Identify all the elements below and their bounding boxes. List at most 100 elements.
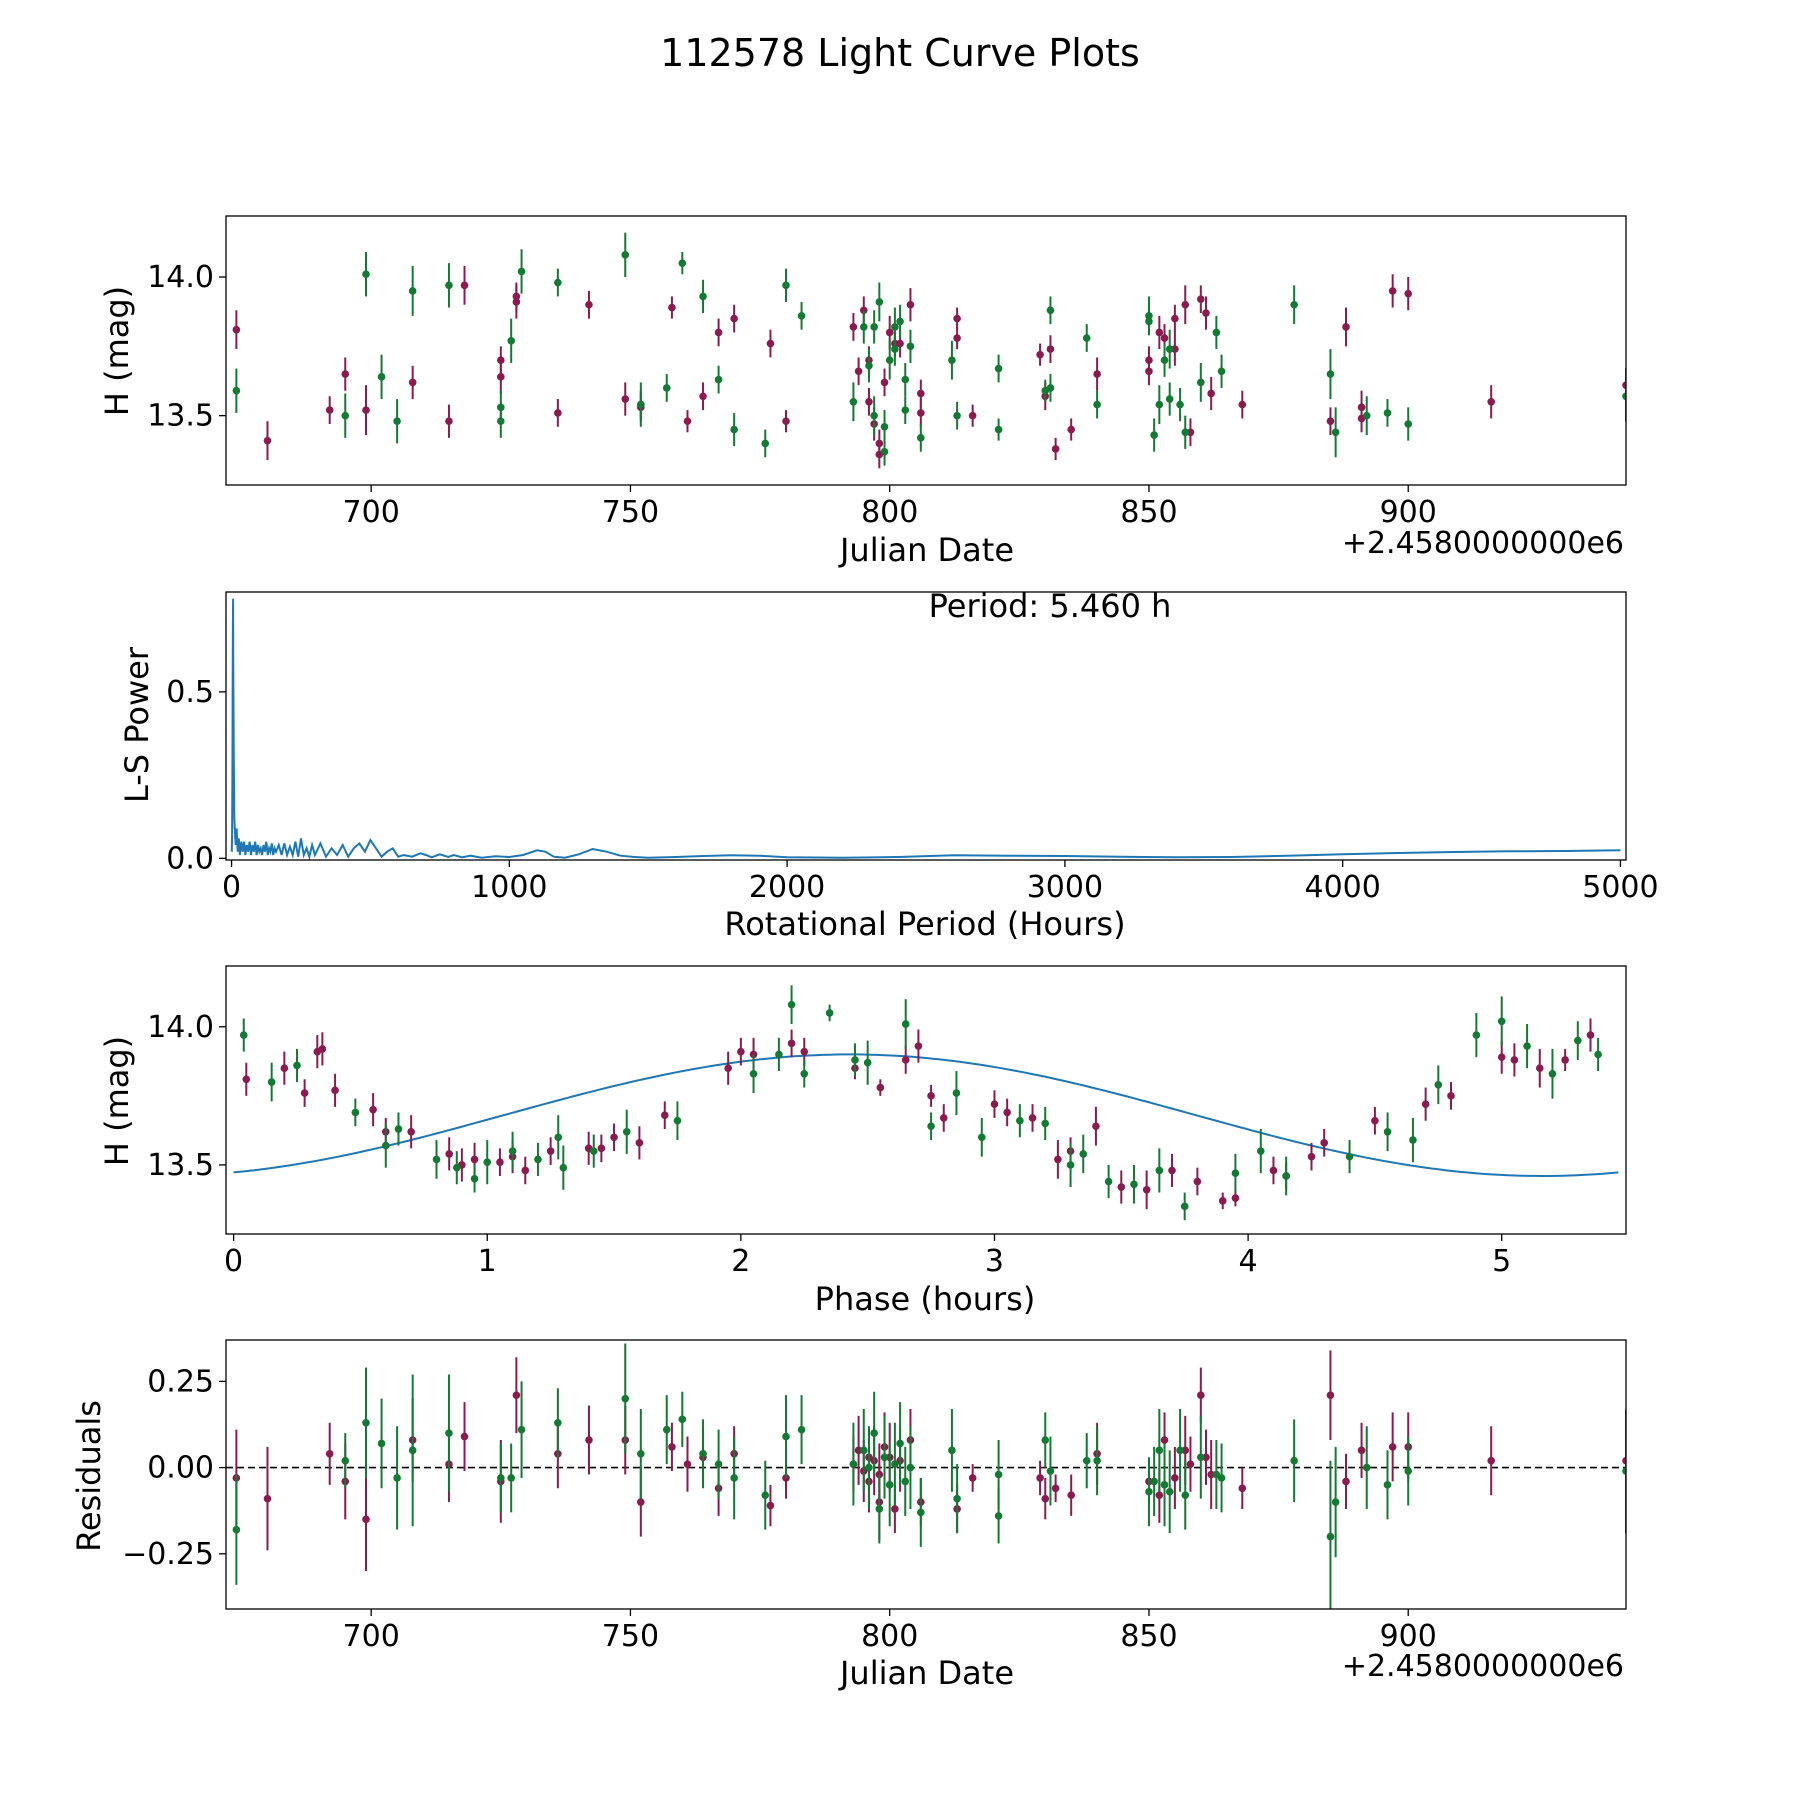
raw-band_2-point (901, 406, 910, 414)
residuals-band_2-point (362, 1418, 370, 1427)
phased-band_1-point (300, 1089, 309, 1097)
raw-band_2-point (1165, 345, 1174, 353)
residuals-band_2-point (377, 1439, 386, 1448)
raw-band_1-point (849, 323, 858, 331)
phased-band_2-point (1256, 1147, 1265, 1155)
residuals-xtick-label: 700 (343, 1619, 400, 1654)
phased-band_1-point (1586, 1031, 1595, 1039)
residuals-band_2-point (1093, 1456, 1101, 1465)
residuals-band_1-point (1041, 1494, 1050, 1503)
residuals-band_1-point (637, 1498, 645, 1506)
periodogram-xtick-label: 0 (222, 870, 241, 905)
residuals-band_2-point (232, 1525, 241, 1534)
residuals-band_2-point (1404, 1467, 1413, 1475)
residuals-band_2-point (621, 1394, 630, 1403)
periodogram-xtick-label: 3000 (1027, 870, 1103, 905)
phased-xtick-label: 3 (985, 1244, 1004, 1279)
phased-ytick-label: 13.5 (147, 1148, 214, 1183)
phased-band_2-point (1548, 1069, 1557, 1078)
raw-band_1-point (1093, 370, 1101, 378)
raw-band_1-point (1067, 425, 1075, 434)
residuals-band_2-point (901, 1477, 910, 1486)
phased-band_2-point (901, 1020, 910, 1028)
residuals-band_2-point (1160, 1481, 1169, 1489)
residuals-band_2-point (497, 1474, 505, 1482)
residuals-band_2-point (870, 1429, 878, 1437)
phased-band_1-point (1497, 1053, 1506, 1061)
phased-band_1-point (990, 1100, 999, 1108)
phased-band_1-point (1510, 1056, 1519, 1064)
phased-band_2-point (1155, 1166, 1164, 1175)
residuals-band_2-point (1197, 1453, 1205, 1462)
panel-periodogram: L-S Power Rotational Period (Hours) Peri… (118, 587, 1171, 943)
phased-band_1-point (242, 1075, 251, 1084)
phased-band_1-point (1142, 1185, 1151, 1194)
raw-band_1-point (621, 395, 630, 403)
raw-band_1-point (263, 436, 272, 445)
phased-band_2-point (787, 1000, 796, 1009)
raw-band_2-point (870, 411, 878, 420)
raw-band_1-point (408, 378, 417, 387)
residuals-band_1-point (1238, 1484, 1247, 1493)
periodogram-xtick-label: 5000 (1582, 870, 1658, 905)
residuals-band_2-point (1383, 1481, 1392, 1489)
phased-band_2-point (1497, 1017, 1506, 1026)
periodogram-xtick-label: 4000 (1304, 870, 1380, 905)
residuals-band_2-point (1176, 1446, 1184, 1455)
raw-band_1-point (1326, 417, 1335, 426)
phased-band_2-point (1434, 1081, 1443, 1089)
raw-band_2-point (1150, 431, 1158, 439)
residuals-band_2-point (1145, 1487, 1153, 1496)
raw-band_1-point (1145, 367, 1153, 376)
phased-band_2-point (1472, 1031, 1481, 1039)
residuals-band_2-point (797, 1425, 806, 1434)
phased-xtick-label: 0 (224, 1244, 243, 1279)
raw-band_2-point (891, 323, 899, 331)
phased-band_2-point (1231, 1169, 1240, 1178)
phased-band_2-point (432, 1155, 441, 1164)
residuals-band_2-point (1150, 1477, 1158, 1486)
phased-band_2-point (239, 1031, 248, 1039)
raw-band_2-point (1046, 306, 1055, 315)
residuals-band_2-point (445, 1429, 453, 1437)
residuals-ytick-label: 0.00 (147, 1451, 214, 1486)
raw-band_2-point (699, 292, 707, 301)
phased-band_2-point (351, 1108, 360, 1117)
raw-xtick-label: 750 (602, 495, 659, 530)
residuals-band_2-point (849, 1460, 858, 1468)
residuals-band_1-point (585, 1436, 593, 1444)
phased-band_1-point (521, 1166, 530, 1175)
phased-band_1-point (496, 1158, 504, 1166)
periodogram-xlabel: Rotational Period (Hours) (724, 905, 1125, 943)
raw-xlabel: Julian Date (838, 531, 1014, 569)
raw-band_2-point (891, 345, 899, 353)
residuals-band_2-point (1622, 1467, 1626, 1475)
phased-band_2-point (800, 1069, 809, 1078)
residuals-band_2-point (1331, 1498, 1340, 1506)
residuals-ytick-label: −0.25 (122, 1537, 214, 1572)
raw-band_2-point (994, 425, 1003, 434)
raw-band_2-point (1362, 411, 1371, 420)
residuals-band_2-point (662, 1425, 671, 1434)
phased-band_2-point (589, 1147, 598, 1155)
phased-xtick-label: 1 (478, 1244, 497, 1279)
phased-band_1-point (1320, 1139, 1328, 1147)
raw-band_1-point (668, 303, 676, 312)
raw-band_1-point (896, 339, 904, 348)
raw-xtick-label: 800 (861, 495, 918, 530)
raw-band_1-point (1388, 287, 1397, 295)
residuals-band_1-point (1326, 1391, 1335, 1399)
residuals-ytick-label: 0.25 (147, 1364, 214, 1399)
periodogram-ytick-label: 0.0 (166, 841, 214, 876)
figure-title: 112578 Light Curve Plots (660, 31, 1140, 75)
residuals-band_1-point (325, 1450, 334, 1458)
raw-band_1-point (512, 292, 521, 301)
phased-band_1-point (1003, 1108, 1011, 1117)
raw-band_2-point (341, 411, 350, 420)
residuals-band_1-point (460, 1432, 469, 1441)
raw-band_2-point (393, 417, 401, 426)
raw-band_2-point (859, 323, 868, 331)
raw-band_2-point (714, 375, 723, 384)
raw-band_2-point (948, 356, 956, 365)
